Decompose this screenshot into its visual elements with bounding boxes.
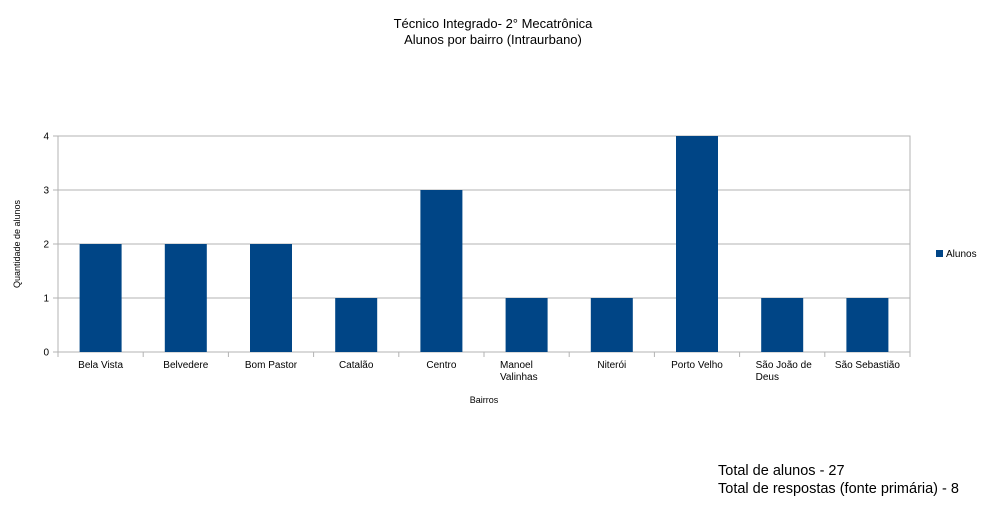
legend-label: Alunos	[946, 249, 977, 260]
bar-2	[250, 244, 292, 352]
x-tick-label: Niterói	[597, 360, 626, 371]
x-tick-label: Catalão	[339, 360, 374, 371]
chart-subtitle: Alunos por bairro (Intraurbano)	[404, 32, 582, 47]
bar-8	[761, 298, 804, 352]
x-tick-label: Bom Pastor	[245, 360, 298, 371]
bar-1	[164, 244, 207, 352]
total-alunos-text: Total de alunos - 27	[718, 463, 845, 479]
y-tick-label: 2	[43, 240, 49, 251]
bar-9	[846, 298, 889, 352]
y-tick-label: 3	[43, 186, 49, 197]
bar-0	[79, 244, 122, 352]
x-tick-label: São Sebastião	[835, 360, 900, 371]
x-tick-label: Belvedere	[163, 360, 208, 371]
legend-swatch	[936, 250, 943, 257]
summary-notes: Total de alunos - 27 Total de respostas …	[718, 462, 959, 498]
x-tick-label: São João de Deus	[756, 360, 813, 383]
y-tick-label: 1	[43, 294, 49, 305]
bar-4	[420, 190, 463, 352]
total-respostas-text: Total de respostas (fonte primária) - 8	[718, 481, 959, 497]
y-axis-label: Quantidade de alunos	[12, 199, 22, 288]
bar-7	[676, 136, 718, 352]
x-axis-label: Bairros	[470, 395, 499, 405]
x-tick-label: Porto Velho	[671, 360, 723, 371]
chart-title: Técnico Integrado- 2° Mecatrônica	[393, 16, 593, 31]
x-tick-label: Centro	[426, 360, 456, 371]
x-tick-label: Bela Vista	[78, 360, 123, 371]
x-tick-label: Manoel Valinhas	[500, 360, 538, 383]
bar-5	[505, 298, 548, 352]
bar-6	[590, 298, 633, 352]
y-tick-label: 0	[43, 348, 49, 359]
bar-3	[335, 298, 378, 352]
y-tick-label: 4	[43, 132, 49, 143]
